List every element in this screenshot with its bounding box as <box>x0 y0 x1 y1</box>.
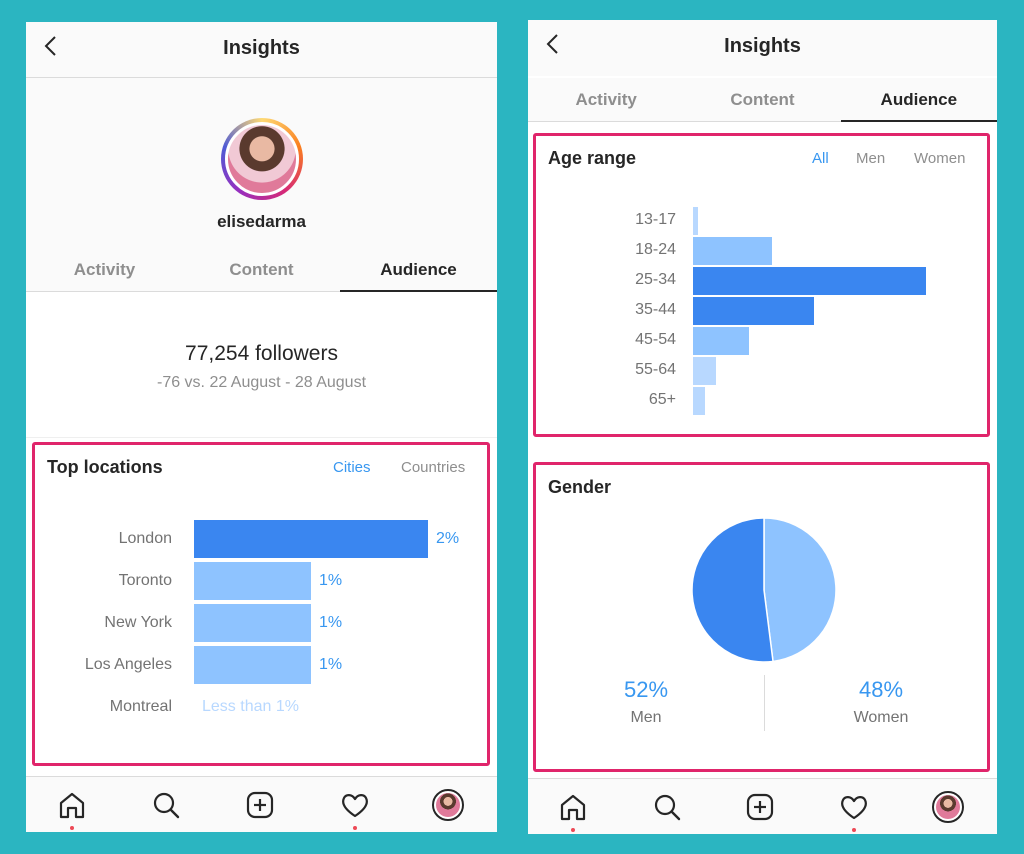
location-pct-label: 1% <box>319 614 343 631</box>
age-bar <box>693 297 814 325</box>
notification-dot <box>353 826 357 830</box>
location-row: London 2% <box>35 520 487 560</box>
add-post-icon[interactable] <box>244 789 276 821</box>
location-row: Los Angeles 1% <box>35 646 487 686</box>
tab-audience[interactable]: Audience <box>340 248 497 292</box>
filter-cities[interactable]: Cities <box>333 459 371 476</box>
activity-heart-icon[interactable] <box>339 789 371 821</box>
page-title: Insights <box>724 35 801 57</box>
followers-count: 77,254 followers <box>185 342 338 365</box>
location-pct-label: 1% <box>319 572 343 589</box>
gender-men-label: Men <box>630 709 662 726</box>
age-bucket-label: 35-44 <box>635 301 676 318</box>
age-bar <box>693 207 698 235</box>
age-bar <box>693 267 926 295</box>
back-arrow-icon[interactable] <box>40 34 64 58</box>
age-bucket-label: 45-54 <box>635 331 676 348</box>
location-city-label: Los Angeles <box>84 656 172 673</box>
filter-women[interactable]: Women <box>914 150 966 167</box>
tab-audience[interactable]: Audience <box>840 78 997 122</box>
location-pct-label: 1% <box>319 656 343 673</box>
divider <box>764 675 765 731</box>
notification-dot <box>852 828 856 832</box>
tab-content[interactable]: Content <box>229 260 294 279</box>
gender-card: Gender 52% Men 48% Women <box>533 462 990 772</box>
followers-delta: -76 vs. 22 August - 28 August <box>156 374 367 391</box>
header: Insights <box>528 20 997 76</box>
age-bucket-label: 13-17 <box>635 211 676 228</box>
location-city-label: Montreal <box>109 698 172 715</box>
back-arrow-icon[interactable] <box>542 32 566 56</box>
tab-content[interactable]: Content <box>730 90 795 109</box>
tab-activity[interactable]: Activity <box>73 260 136 279</box>
filter-all[interactable]: All <box>812 150 829 167</box>
card-title: Age range <box>548 148 637 168</box>
location-city-label: Toronto <box>118 572 172 589</box>
home-icon[interactable] <box>56 789 88 821</box>
gender-pie-chart <box>691 517 837 663</box>
profile-avatar-icon[interactable] <box>932 791 964 823</box>
add-post-icon[interactable] <box>744 791 776 823</box>
gender-women-pct: 48% <box>858 677 904 702</box>
followers-summary: 77,254 followers -76 vs. 22 August - 28 … <box>26 294 497 438</box>
location-row: Montreal Less than 1% <box>35 688 487 728</box>
location-bar <box>194 604 311 642</box>
search-icon[interactable] <box>150 789 182 821</box>
filter-countries[interactable]: Countries <box>401 459 466 476</box>
bottom-nav <box>26 776 497 832</box>
profile-avatar-icon[interactable] <box>432 789 464 821</box>
age-bucket-label: 65+ <box>648 391 676 408</box>
header: Insights <box>26 22 497 78</box>
insights-tabs: Activity Content Audience <box>26 248 497 292</box>
card-title: Gender <box>548 477 612 497</box>
age-range-card: Age range All Men Women 13-17 18-24 25-34 3… <box>533 133 990 437</box>
insights-screen-left: Insights elisedarma Activity Content Aud… <box>26 22 497 832</box>
insights-screen-right: Insights Activity Content Audience Age r… <box>528 20 997 834</box>
gender-men-pct: 52% <box>623 677 669 702</box>
location-bar <box>194 562 311 600</box>
age-bucket-label: 25-34 <box>635 271 676 288</box>
top-locations-card: Top locations Cities Countries London 2% T… <box>32 442 490 766</box>
username: elisedarma <box>217 212 306 231</box>
location-bar <box>194 646 311 684</box>
age-bucket-label: 55-64 <box>635 361 676 378</box>
gender-women-label: Women <box>853 709 909 726</box>
location-row: Toronto 1% <box>35 562 487 602</box>
insights-tabs: Activity Content Audience <box>528 78 997 122</box>
bottom-nav <box>528 778 997 834</box>
filter-men[interactable]: Men <box>856 150 886 167</box>
location-city-label: London <box>118 530 172 547</box>
notification-dot <box>571 828 575 832</box>
age-bar <box>693 327 749 355</box>
gender-stat-women: 48% Women <box>781 677 981 727</box>
card-title: Top locations <box>47 457 163 477</box>
pie-slice-men <box>691 517 774 663</box>
page-title: Insights <box>223 37 300 59</box>
age-bar <box>693 387 705 415</box>
location-pct-label: 2% <box>436 530 460 547</box>
search-icon[interactable] <box>651 791 683 823</box>
tab-activity[interactable]: Activity <box>575 90 637 109</box>
activity-heart-icon[interactable] <box>838 791 870 823</box>
age-bar <box>693 237 772 265</box>
pie-slice-women <box>763 517 837 663</box>
location-city-label: New York <box>104 614 172 631</box>
gender-stat-men: 52% Men <box>546 677 746 727</box>
notification-dot <box>70 826 74 830</box>
home-icon[interactable] <box>557 791 589 823</box>
age-bar <box>693 357 716 385</box>
location-pct-label: Less than 1% <box>202 698 299 715</box>
avatar[interactable] <box>221 118 303 200</box>
location-row: New York 1% <box>35 604 487 644</box>
location-bar <box>194 520 428 558</box>
age-bucket-label: 18-24 <box>635 241 676 258</box>
